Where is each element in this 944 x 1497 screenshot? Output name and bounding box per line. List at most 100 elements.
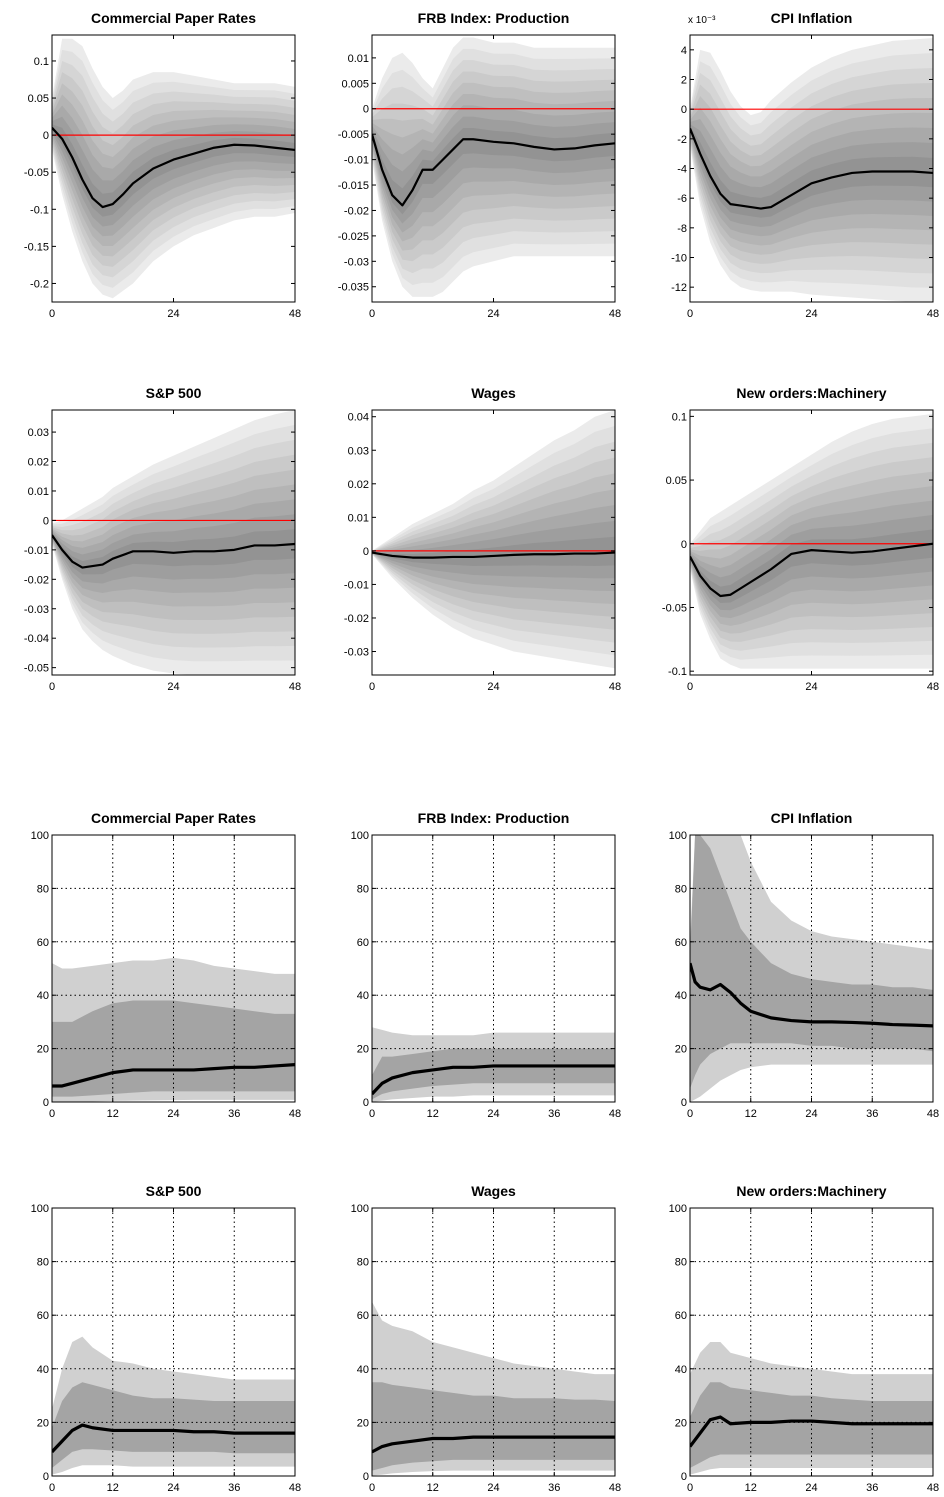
- x-tick-label: 48: [927, 308, 939, 320]
- y-tick-label: 20: [37, 1417, 49, 1429]
- x-tick-label: 12: [107, 1482, 119, 1494]
- x-tick-label: 24: [487, 681, 499, 693]
- x-tick-label: 48: [609, 681, 621, 693]
- y-tick-label: 0: [681, 1097, 687, 1109]
- y-tick-label: 0.01: [348, 53, 369, 65]
- x-tick-label: 0: [369, 1482, 375, 1494]
- y-tick-label: 80: [357, 883, 369, 895]
- plot-content: [372, 835, 615, 1102]
- y-tick-label: 80: [675, 883, 687, 895]
- y-tick-label: -0.01: [344, 579, 369, 591]
- subplot-title: Wages: [471, 1183, 516, 1199]
- subplot-12: 0 20 40 60 80 100 0 12 24 36 48 New orders:Machiner…: [669, 1183, 939, 1494]
- subplot-title: CPI Inflation: [771, 10, 853, 26]
- y-tick-label: -8: [677, 223, 687, 235]
- median-line: [690, 128, 933, 210]
- y-tick-label: 0.03: [28, 427, 49, 439]
- y-tick-label: 0: [363, 1471, 369, 1483]
- y-tick-label: 60: [37, 937, 49, 949]
- x-tick-label: 48: [927, 1108, 939, 1120]
- x-tick-label: 36: [548, 1482, 560, 1494]
- y-tick-label: -0.05: [24, 167, 49, 179]
- subplot-title: FRB Index: Production: [418, 10, 570, 26]
- subplot-4: 0.030.020.010-0.01-0.02-0.03-0.04-0.050 2…: [24, 385, 301, 693]
- y-tick-label: 40: [357, 1364, 369, 1376]
- median-line: [372, 551, 615, 559]
- y-tick-label: 0.01: [348, 512, 369, 524]
- y-tick-label: 80: [357, 1257, 369, 1269]
- x-tick-label: 0: [687, 1108, 693, 1120]
- y-tick-label: 20: [675, 1044, 687, 1056]
- x-tick-label: 0: [369, 681, 375, 693]
- y-tick-label: 0: [363, 104, 369, 116]
- y-tick-label: -0.015: [338, 180, 369, 192]
- x-tick-label: 12: [107, 1108, 119, 1120]
- subplot-title: S&P 500: [146, 1183, 202, 1199]
- plot-content: [372, 410, 615, 669]
- subplot-10: 0 20 40 60 80 100 0 12 24 36 48 S&P 500: [31, 1183, 301, 1494]
- y-tick-label: 0.1: [672, 411, 687, 423]
- x-tick-label: 0: [369, 308, 375, 320]
- x-tick-label: 24: [805, 308, 817, 320]
- median-line: [690, 1415, 933, 1448]
- y-tick-label: -2: [677, 134, 687, 146]
- median-line: [372, 1435, 615, 1454]
- x-tick-label: 36: [548, 1108, 560, 1120]
- subplot-7: 0 20 40 60 80 100 0 12 24 36 48 Commercial Paper Ra…: [31, 810, 301, 1120]
- median-line: [52, 534, 295, 569]
- x-tick-label: 48: [289, 1108, 301, 1120]
- y-tick-label: 100: [31, 830, 49, 842]
- x-tick-label: 12: [745, 1108, 757, 1120]
- x-tick-label: 0: [49, 1482, 55, 1494]
- y-tick-label: -0.1: [30, 204, 49, 216]
- x-tick-label: 48: [289, 681, 301, 693]
- subplot-1: 0.1 0.05 0 -0.05 -0.1 -0.15 -0.2 0 24 48 Commercia…: [24, 10, 301, 320]
- y-tick-label: 100: [351, 830, 369, 842]
- y-tick-label: 60: [357, 1310, 369, 1322]
- y-tick-label: 0: [43, 130, 49, 142]
- y-tick-label: -0.05: [662, 602, 687, 614]
- y-tick-label: 0.04: [348, 412, 369, 424]
- median-line: [372, 133, 615, 207]
- x-tick-label: 0: [687, 681, 693, 693]
- subplot-title: New orders:Machinery: [736, 385, 886, 401]
- subplot-title: CPI Inflation: [771, 810, 853, 826]
- y-tick-label: 0.05: [28, 93, 49, 105]
- subplot-5: 0.04 0.03 0.02 0.01 0 -0.01 -0.02 -0.03 0 24 48 Wag…: [344, 385, 621, 693]
- y-tick-label: 0: [43, 1471, 49, 1483]
- y-tick-label: -0.035: [338, 282, 369, 294]
- x-tick-label: 36: [228, 1482, 240, 1494]
- band-9: [690, 529, 933, 603]
- x-tick-label: 48: [927, 681, 939, 693]
- y-tick-label: 40: [675, 990, 687, 1002]
- y-tick-label: 80: [37, 883, 49, 895]
- y-tick-label: -0.03: [344, 256, 369, 268]
- y-tick-label: 60: [357, 937, 369, 949]
- x-tick-label: 48: [289, 308, 301, 320]
- y-tick-label: 100: [31, 1203, 49, 1215]
- plot-content: [52, 1208, 295, 1476]
- x-tick-label: 24: [805, 681, 817, 693]
- y-tick-label: -0.025: [338, 231, 369, 243]
- y-tick-label: -0.02: [24, 574, 49, 586]
- subplot-11: 0 20 40 60 80 100 0 12 24 36 48 Wages: [351, 1183, 621, 1494]
- y-tick-label: 40: [37, 1364, 49, 1376]
- x-tick-label: 24: [167, 681, 179, 693]
- plot-content: [52, 835, 295, 1102]
- plot-content: [372, 37, 615, 297]
- y-tick-label: 80: [37, 1257, 49, 1269]
- y-tick-label: 0: [363, 1097, 369, 1109]
- y-tick-label: 40: [357, 990, 369, 1002]
- y-tick-label: 0.1: [34, 56, 49, 68]
- median-line: [690, 542, 933, 598]
- x-tick-label: 24: [167, 1482, 179, 1494]
- subplot-title: S&P 500: [146, 385, 202, 401]
- median-line: [52, 1423, 295, 1453]
- subplot-3: 4 2 0 -2 -4 -6 -8 -10 -12 0 24 48 CPI Inflation x 10⁻…: [671, 10, 939, 320]
- y-tick-label: 0.01: [28, 486, 49, 498]
- y-tick-label: 60: [675, 937, 687, 949]
- y-tick-label: -4: [677, 164, 687, 176]
- x-tick-label: 24: [487, 308, 499, 320]
